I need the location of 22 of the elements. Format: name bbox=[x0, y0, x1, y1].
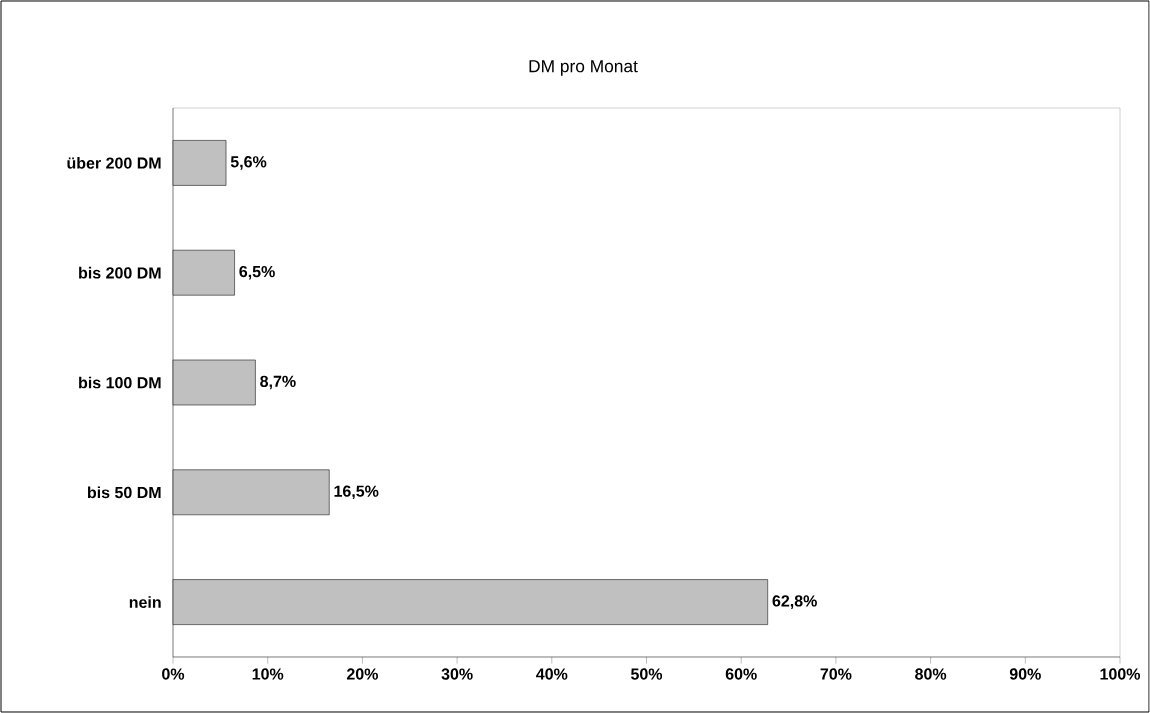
x-tick-label: 100% bbox=[1100, 668, 1141, 680]
data-label: 62,8% bbox=[772, 595, 817, 609]
x-tick-label: 0% bbox=[162, 668, 185, 680]
x-tick-label: 40% bbox=[536, 668, 568, 680]
x-tick-label: 20% bbox=[346, 668, 378, 680]
x-tick-label: 30% bbox=[441, 668, 473, 680]
y-tick-label: bis 50 DM bbox=[87, 486, 161, 499]
chart-title: DM pro Monat bbox=[529, 60, 638, 76]
x-tick-label: 80% bbox=[915, 668, 947, 680]
data-label: 6,5% bbox=[239, 265, 275, 280]
y-tick-label: bis 200 DM bbox=[79, 266, 161, 279]
x-tick-label: 10% bbox=[252, 668, 284, 680]
y-tick-label: nein bbox=[129, 596, 161, 608]
data-label: 16,5% bbox=[334, 485, 379, 500]
data-label: 8,7% bbox=[260, 375, 296, 390]
y-tick-label: bis 100 DM bbox=[79, 376, 161, 389]
x-tick-label: 90% bbox=[1009, 668, 1041, 680]
x-tick-label: 60% bbox=[725, 668, 757, 680]
x-tick-label: 70% bbox=[820, 668, 852, 680]
x-tick-label: 50% bbox=[630, 668, 663, 680]
y-tick-label: über 200 DM bbox=[67, 157, 161, 169]
data-label: 5,6% bbox=[230, 156, 267, 170]
